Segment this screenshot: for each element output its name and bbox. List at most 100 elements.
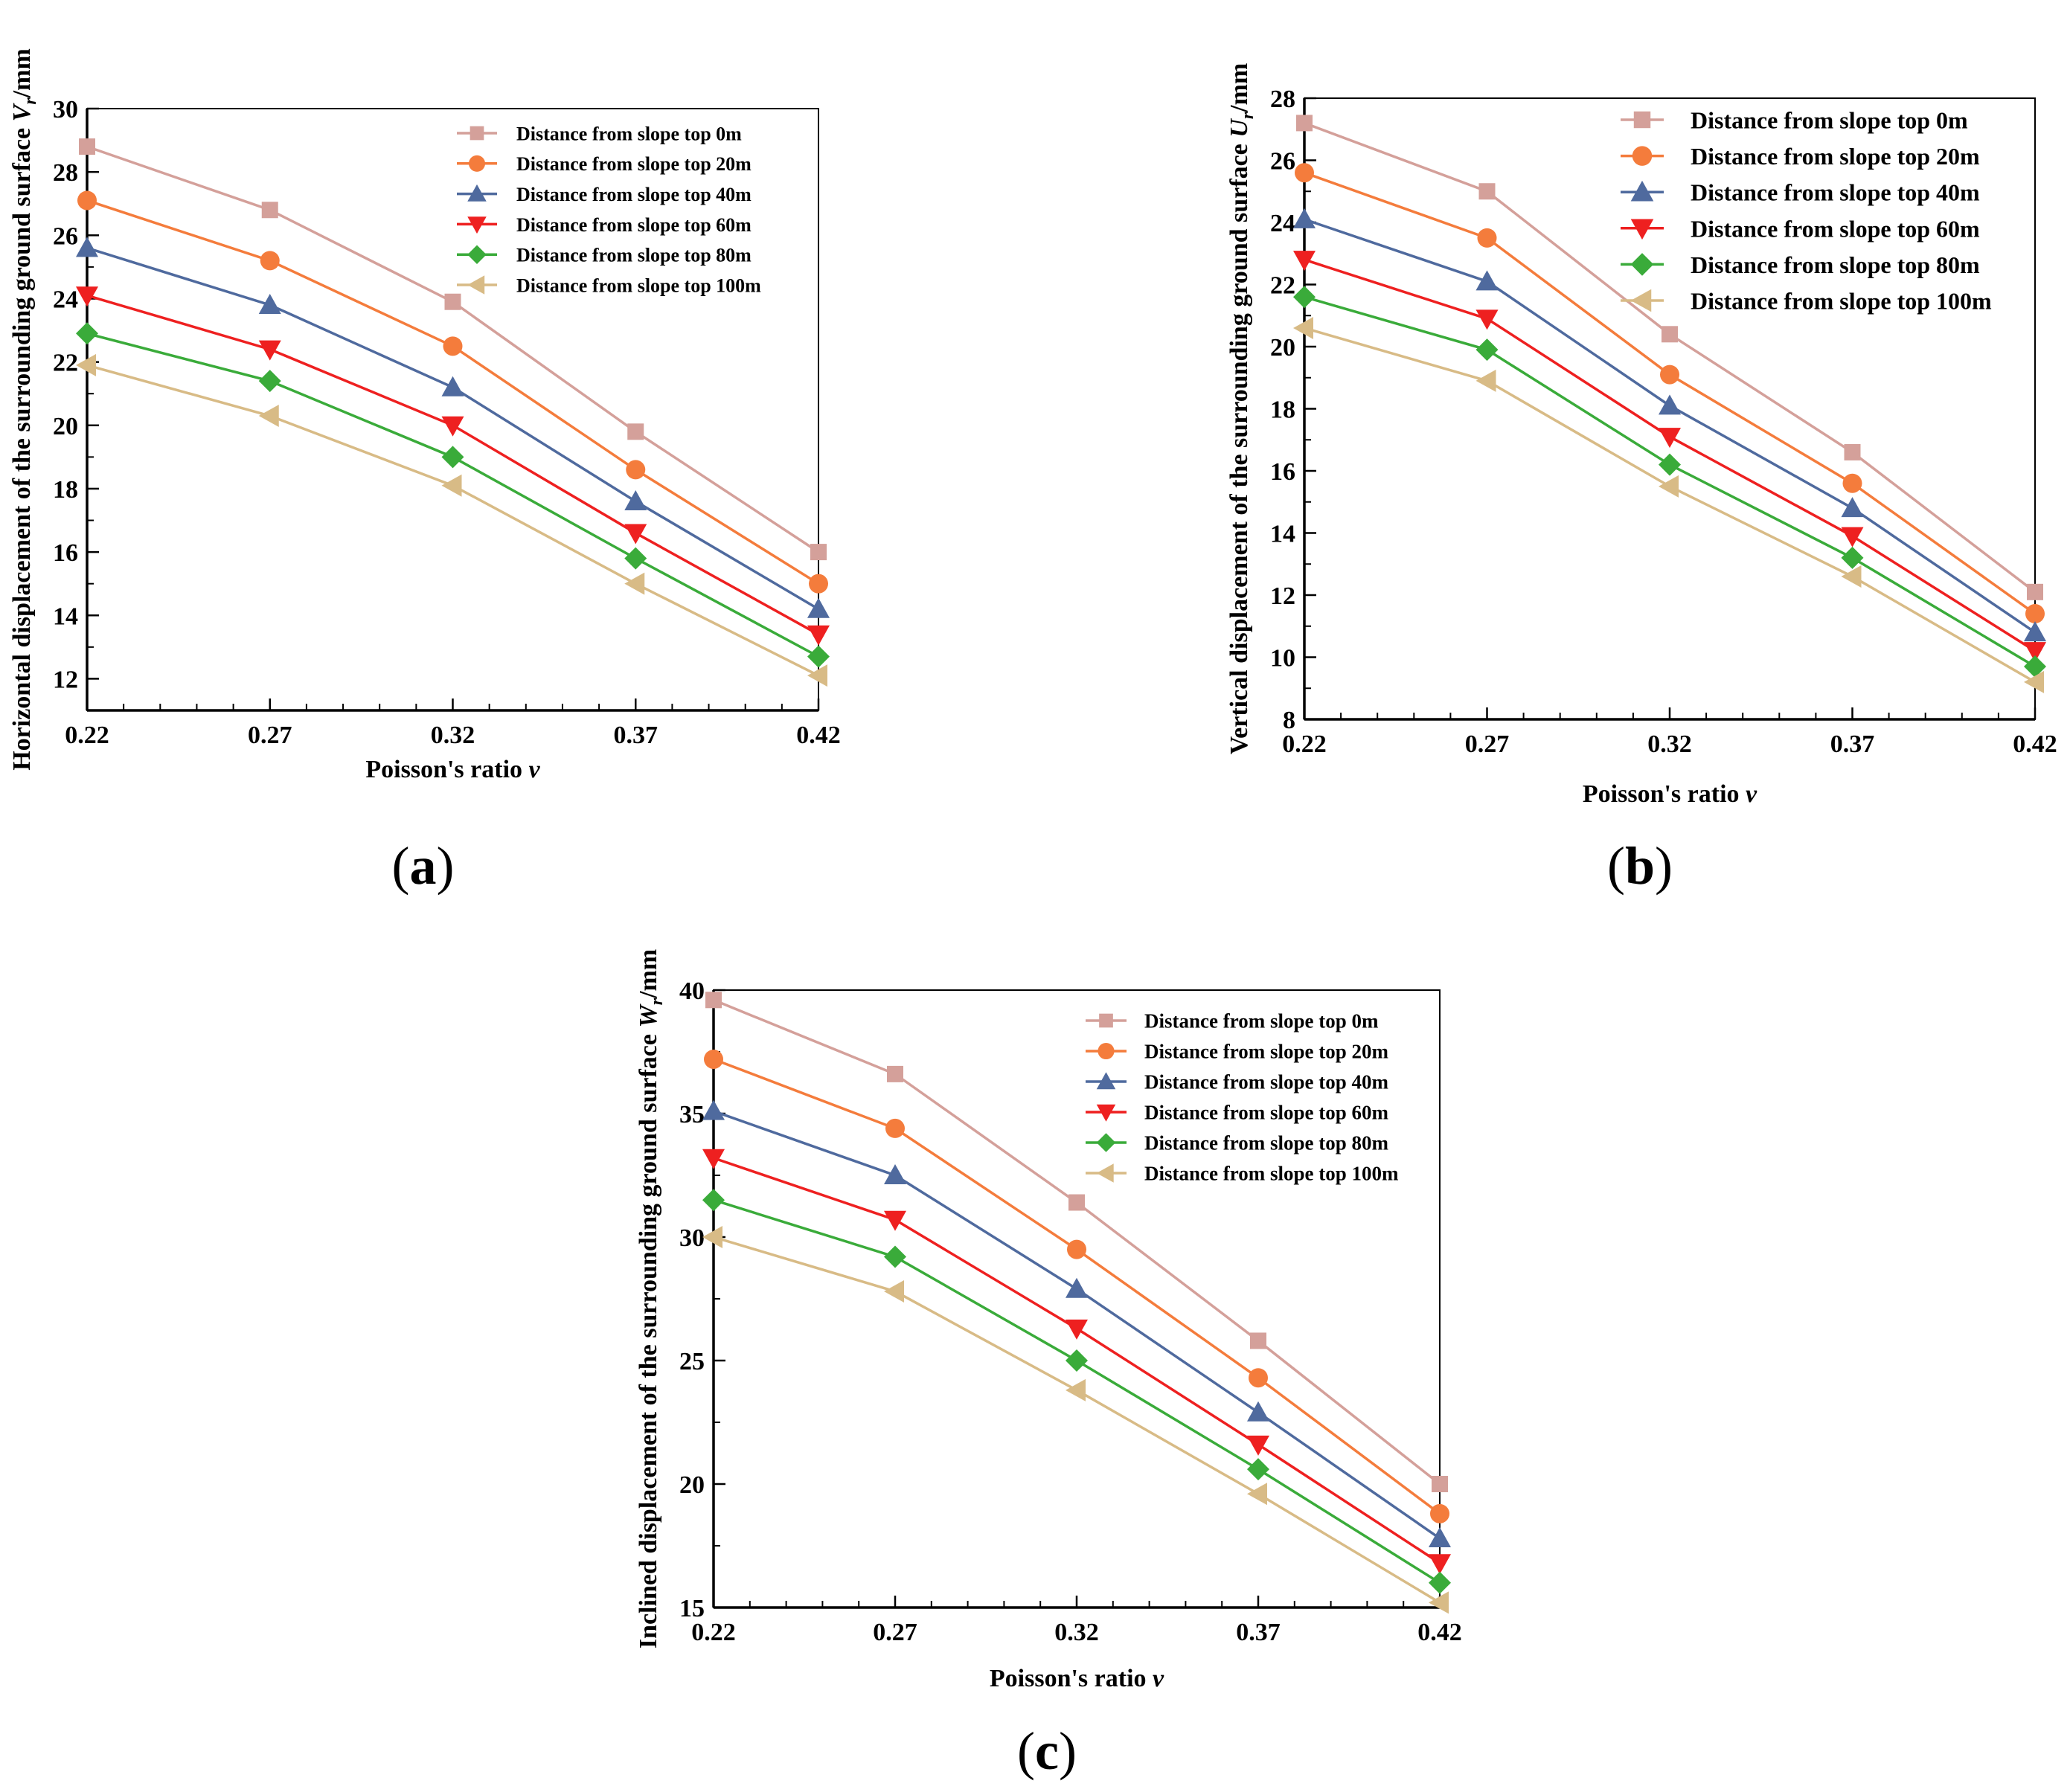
data-point <box>1842 473 1862 493</box>
data-point <box>258 370 281 393</box>
series-line <box>86 364 819 677</box>
data-point <box>1659 394 1681 415</box>
data-point <box>810 544 827 561</box>
chart-panel-b: 0.22 0.27 0.32 0.37 0.42 8 10 12 14 16 18 20 22 24 26 2… <box>1225 63 2057 896</box>
legend-label: Distance from slope top 80m <box>516 245 752 266</box>
y-axis-title-unit: /mm <box>8 48 36 98</box>
legend-label: Distance from slope top 40m <box>1144 1071 1388 1093</box>
legend-item: Distance from slope top 0m <box>457 123 742 144</box>
x-tick-label: 0.32 <box>1054 1619 1099 1646</box>
data-point <box>887 1065 903 1082</box>
y-axis-title-space <box>1225 138 1253 144</box>
series-2 <box>704 1049 1449 1523</box>
data-point <box>624 524 647 545</box>
legend-item: Distance from slope top 0m <box>1086 1010 1379 1033</box>
y-tick-label: 22 <box>53 350 78 377</box>
x-tick-label: 0.22 <box>65 722 109 749</box>
x-tick-label: 0.27 <box>1465 730 1510 758</box>
series-5 <box>76 322 830 668</box>
x-tick-label: 0.37 <box>1236 1619 1281 1646</box>
y-tick-label: 22 <box>1270 272 1295 300</box>
data-point <box>258 293 281 314</box>
x-axis-title-space <box>1147 1665 1153 1692</box>
y-tick-label: 18 <box>1270 396 1295 424</box>
y-tick-label: 14 <box>1270 521 1295 548</box>
legend-marker <box>1632 146 1653 166</box>
panel-caption-close: ) <box>1059 1721 1077 1781</box>
series-4 <box>702 1149 1451 1575</box>
legend-item: Distance from slope top 20m <box>457 153 752 175</box>
series-6 <box>1293 316 2044 693</box>
series-6 <box>702 1226 1449 1614</box>
data-point <box>1659 453 1681 476</box>
data-point <box>702 1226 722 1248</box>
panel-caption: (b) <box>1607 836 1673 896</box>
legend-item: Distance from slope top 80m <box>1086 1132 1388 1154</box>
x-axis-title: Poisson's ratio ν <box>1583 780 1757 808</box>
series-6 <box>76 353 827 687</box>
data-point <box>1662 326 1678 343</box>
data-point <box>76 353 96 376</box>
data-point <box>1247 1435 1269 1456</box>
data-point <box>807 625 830 646</box>
data-point <box>1066 1277 1088 1298</box>
series-line <box>1304 218 2036 634</box>
panel-caption-close: ) <box>437 836 455 896</box>
legend-marker <box>1096 1072 1116 1090</box>
data-point <box>1293 208 1316 228</box>
x-tick-label: 0.42 <box>1417 1619 1462 1646</box>
y-tick-label: 30 <box>679 1224 705 1252</box>
legend-label: Distance from slope top 60m <box>1691 215 1980 242</box>
series-5 <box>702 1189 1451 1594</box>
y-tick-label: 20 <box>1270 334 1295 362</box>
panel-caption-letter: a <box>410 836 437 896</box>
legend-item: Distance from slope top 100m <box>457 274 761 296</box>
x-axis-title-symbol: ν <box>529 756 541 783</box>
x-axis-title: Poisson's ratio ν <box>365 756 540 783</box>
data-point <box>441 416 464 437</box>
series-1 <box>1296 115 2043 600</box>
series-2 <box>1295 163 2045 624</box>
y-tick-label: 18 <box>53 476 78 504</box>
legend-marker <box>470 126 484 141</box>
data-point <box>1068 1194 1085 1211</box>
y-tick-label: 25 <box>679 1348 705 1375</box>
data-point <box>884 1280 904 1303</box>
y-axis-title-space <box>635 1027 662 1034</box>
x-tick-label: 0.42 <box>2013 730 2057 758</box>
data-point <box>260 251 280 271</box>
data-point <box>704 1049 723 1069</box>
legend-label: Distance from slope top 20m <box>1691 143 1980 170</box>
legend-marker <box>1098 1042 1115 1060</box>
data-point <box>77 190 97 211</box>
data-point <box>1475 338 1499 362</box>
data-point <box>1247 1483 1267 1506</box>
data-point <box>76 237 98 257</box>
series-3 <box>76 237 830 618</box>
data-point <box>1659 475 1679 498</box>
legend-label: Distance from slope top 60m <box>1144 1102 1388 1124</box>
panel-caption-letter: b <box>1625 836 1655 896</box>
y-tick-label: 16 <box>1270 458 1295 486</box>
data-point <box>884 1164 906 1184</box>
legend-marker <box>1630 180 1654 202</box>
x-tick-label: 0.27 <box>873 1619 917 1646</box>
panel-caption-open: ( <box>1607 836 1625 896</box>
data-point <box>76 322 98 345</box>
legend-item: Distance from slope top 40m <box>457 184 752 205</box>
series-4 <box>1293 251 2046 663</box>
data-point <box>2025 604 2045 624</box>
legend-label: Distance from slope top 20m <box>1144 1041 1388 1063</box>
data-point <box>1293 316 1313 339</box>
y-axis-title: Inclined displacement of the surrounding… <box>635 949 667 1648</box>
data-point <box>1066 1349 1088 1372</box>
y-tick-label: 15 <box>679 1595 705 1622</box>
y-tick-label: 10 <box>1270 645 1295 672</box>
legend-marker <box>467 184 487 202</box>
legend-marker <box>1096 1163 1114 1183</box>
legend-marker <box>1096 1104 1116 1122</box>
legend-label: Distance from slope top 100m <box>1691 288 1992 315</box>
x-axis-title-symbol: ν <box>1153 1665 1164 1692</box>
legend-label: Distance from slope top 60m <box>516 214 752 236</box>
data-point <box>884 1210 906 1231</box>
